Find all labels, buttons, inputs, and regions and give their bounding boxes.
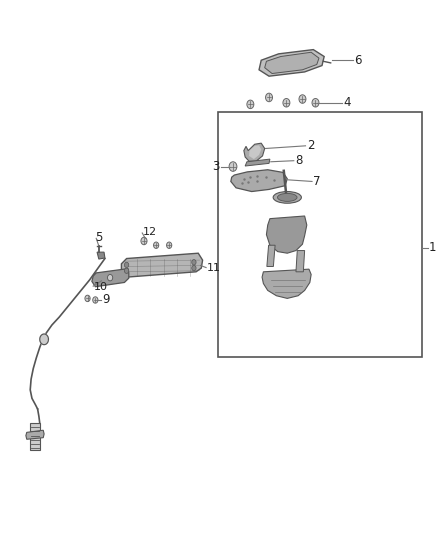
Circle shape [265,93,272,102]
Circle shape [312,99,319,107]
Text: 4: 4 [344,96,351,109]
Bar [218,112,422,357]
Polygon shape [249,146,261,159]
Polygon shape [92,269,129,287]
Circle shape [283,99,290,107]
Polygon shape [265,52,319,74]
Polygon shape [245,159,270,166]
Polygon shape [121,253,203,277]
Circle shape [141,237,147,245]
Circle shape [247,100,254,109]
Polygon shape [244,143,265,161]
Circle shape [229,162,237,171]
Circle shape [124,268,129,273]
Circle shape [107,274,113,281]
Polygon shape [97,252,105,259]
Circle shape [192,265,196,271]
Text: 1: 1 [428,241,436,254]
Polygon shape [259,50,324,76]
Text: 9: 9 [103,294,110,306]
Bar [30,423,40,450]
Polygon shape [296,251,305,272]
Circle shape [124,262,129,268]
Circle shape [93,297,98,303]
Text: 6: 6 [355,54,362,67]
Polygon shape [40,334,49,345]
Ellipse shape [278,193,297,201]
Text: 2: 2 [307,139,314,152]
Ellipse shape [273,191,301,203]
Text: 10: 10 [94,282,108,292]
Text: 8: 8 [295,154,303,167]
Circle shape [154,242,159,248]
Polygon shape [267,245,275,266]
Circle shape [166,242,172,248]
Circle shape [192,260,196,265]
Text: 11: 11 [207,263,221,272]
Text: 3: 3 [212,160,220,173]
Polygon shape [26,430,44,439]
Polygon shape [231,169,287,191]
Circle shape [299,95,306,103]
Text: 12: 12 [143,227,157,237]
Polygon shape [262,269,311,298]
Circle shape [85,295,90,302]
Text: 7: 7 [313,175,321,188]
Text: 5: 5 [95,231,103,244]
Polygon shape [266,216,307,253]
